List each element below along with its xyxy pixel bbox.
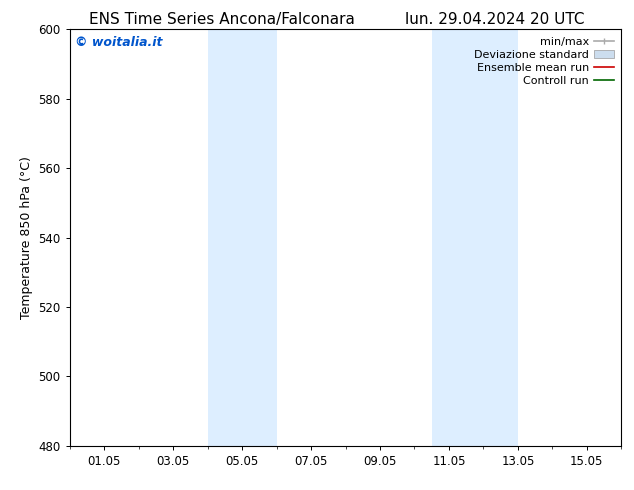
Bar (207, 29, 276, 446)
Text: lun. 29.04.2024 20 UTC: lun. 29.04.2024 20 UTC (404, 12, 585, 27)
Bar (432, 29, 518, 446)
Text: © woitalia.it: © woitalia.it (75, 36, 163, 49)
Text: ENS Time Series Ancona/Falconara: ENS Time Series Ancona/Falconara (89, 12, 355, 27)
Legend: min/max, Deviazione standard, Ensemble mean run, Controll run: min/max, Deviazione standard, Ensemble m… (472, 35, 616, 88)
Y-axis label: Temperature 850 hPa (°C): Temperature 850 hPa (°C) (20, 156, 33, 319)
